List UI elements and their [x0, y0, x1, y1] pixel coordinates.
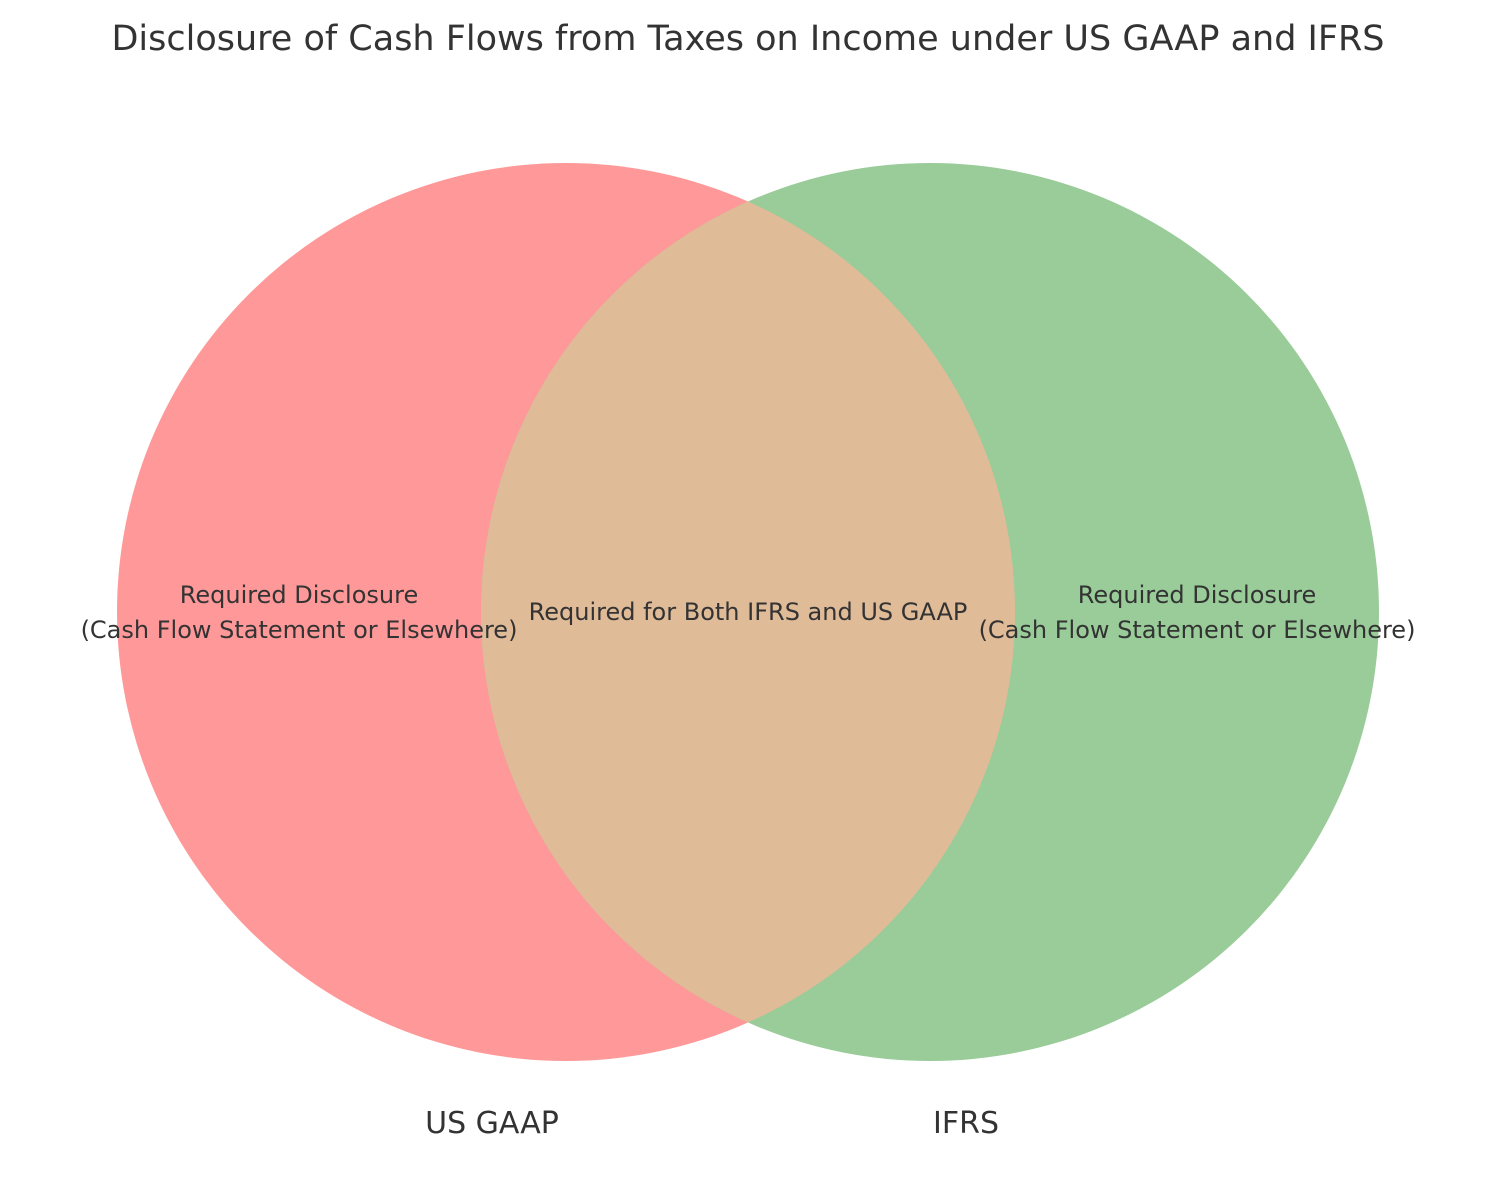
- us-gaap-set-label: US GAAP: [425, 1106, 559, 1141]
- intersection-region: [481, 163, 1015, 1061]
- ifrs-only-label-line2: (Cash Flow Statement or Elsewhere): [979, 616, 1416, 644]
- ifrs-only-label-line1: Required Disclosure: [1078, 581, 1316, 609]
- intersection-label: Required for Both IFRS and US GAAP: [529, 598, 968, 626]
- diagram-title: Disclosure of Cash Flows from Taxes on I…: [111, 19, 1384, 59]
- us-gaap-only-label-line1: Required Disclosure: [180, 581, 418, 609]
- ifrs-set-label: IFRS: [933, 1106, 999, 1141]
- us-gaap-only-label-line2: (Cash Flow Statement or Elsewhere): [81, 616, 518, 644]
